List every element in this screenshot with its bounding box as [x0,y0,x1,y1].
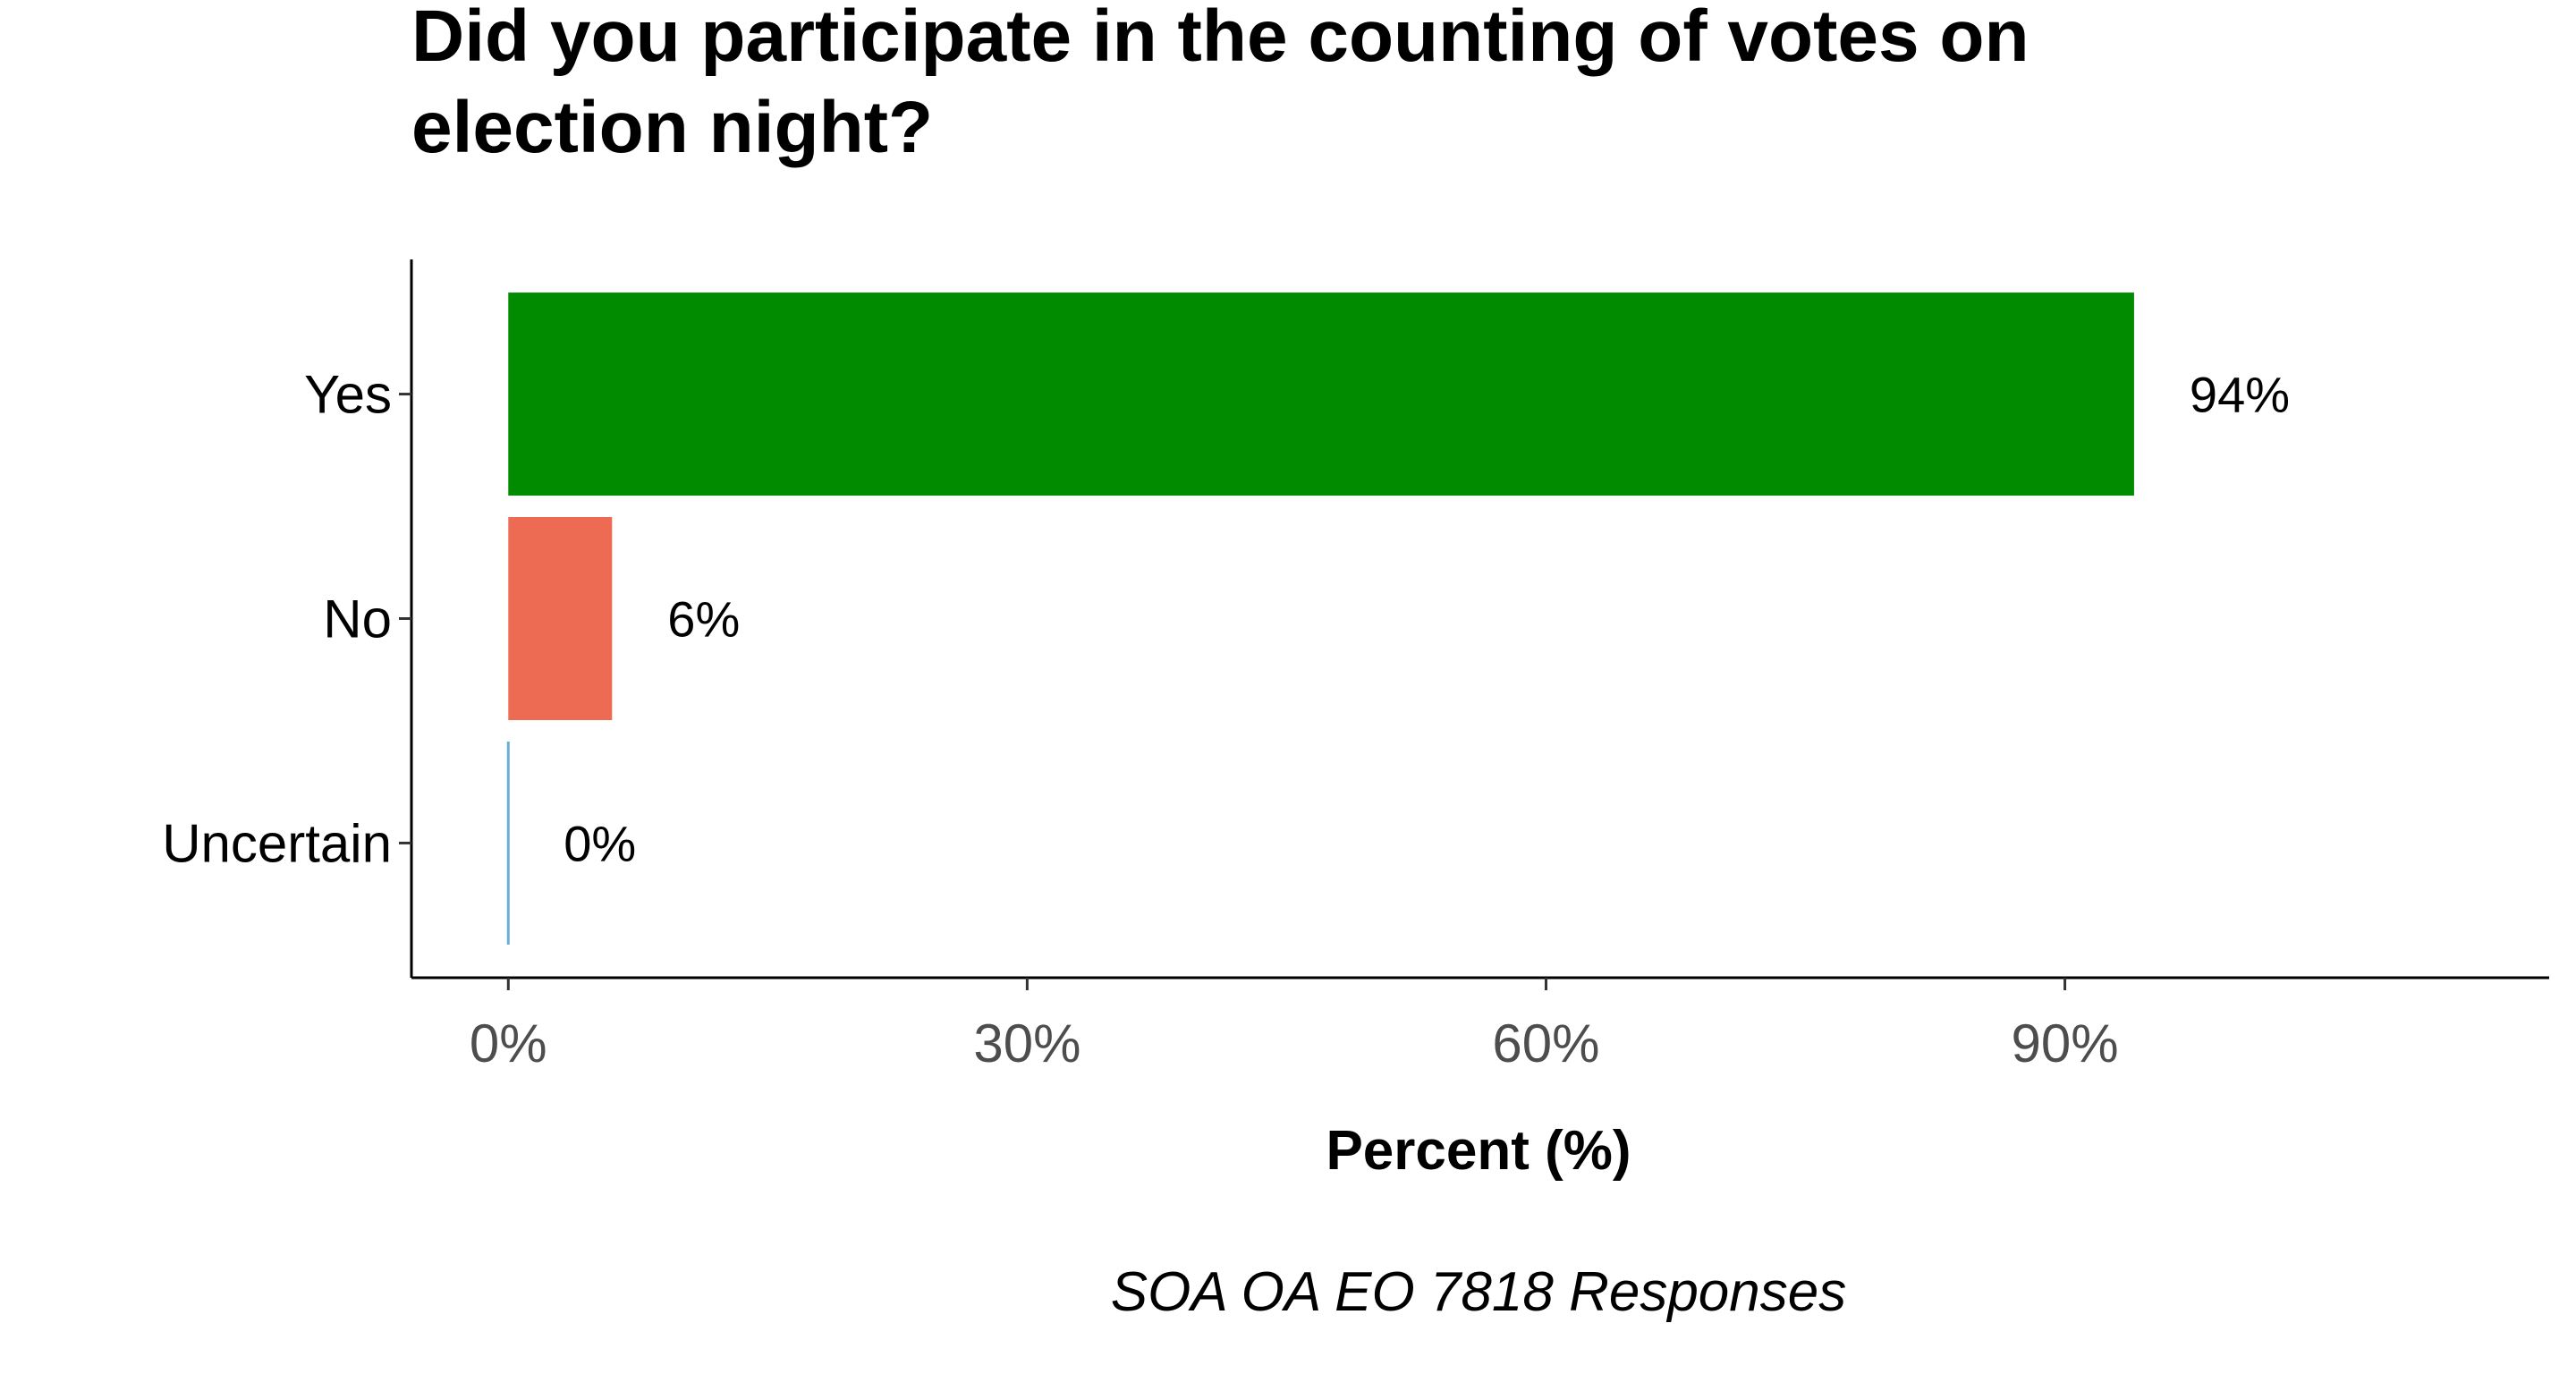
value-labels: 94% 6% 0% [564,367,2290,872]
plot-area: 94% 6% 0% Yes No Uncertain 0% 30% 60% 90% [162,259,2549,1073]
chart-title: Did you participate in the counting of v… [411,0,2029,168]
bar-no [508,517,613,720]
value-label-no: 6% [667,591,740,648]
y-axis: Yes No Uncertain [162,365,411,873]
x-tick-label-60: 60% [1492,1014,1599,1073]
bars [506,293,2134,945]
y-tick-label-uncertain: Uncertain [162,813,392,873]
x-axis: 0% 30% 60% 90% [470,978,2119,1073]
y-tick-label-yes: Yes [304,365,392,425]
bar-yes [508,293,2134,496]
y-tick-label-no: No [323,589,392,649]
chart-title-line-1: Did you participate in the counting of v… [411,0,2029,77]
x-tick-label-30: 30% [973,1014,1080,1073]
chart-caption: SOA OA EO 7818 Responses [1111,1261,1847,1323]
x-tick-label-90: 90% [2012,1014,2119,1073]
chart-title-line-2: election night? [411,87,933,168]
x-tick-label-0: 0% [470,1014,547,1073]
value-label-uncertain: 0% [564,815,636,871]
value-label-yes: 94% [2190,367,2290,423]
x-axis-title: Percent (%) [1326,1120,1631,1182]
